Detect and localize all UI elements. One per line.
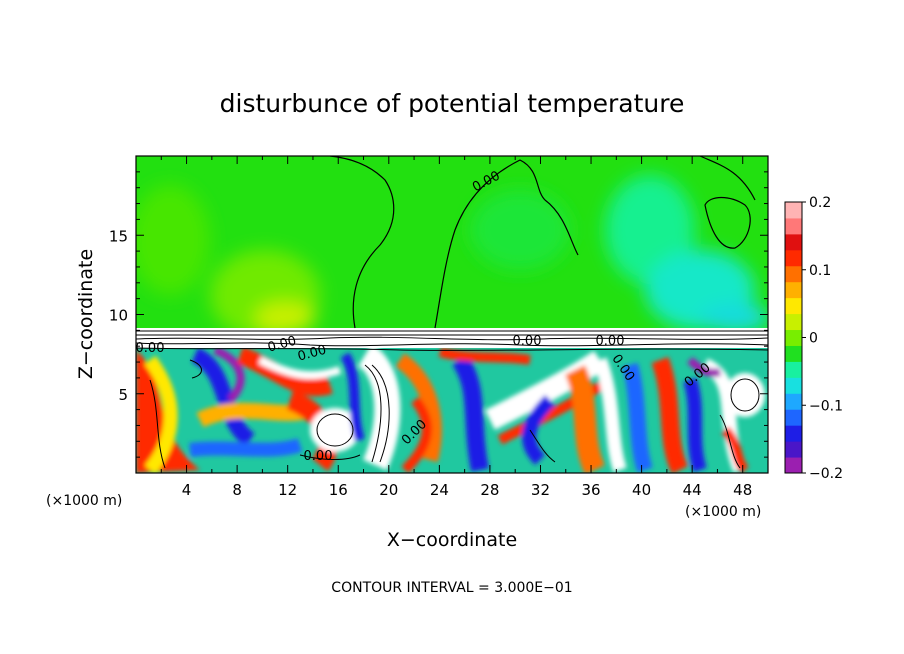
y-tick-label: 10 [109, 307, 128, 325]
y-tick-label: 15 [109, 227, 128, 245]
contour-label: 0.00 [513, 334, 542, 349]
colorbar-swatch [785, 249, 802, 267]
colorbar-swatch [785, 297, 802, 315]
x-axis-label: X−coordinate [387, 529, 517, 551]
x-unit-left: (×1000 m) [46, 493, 122, 509]
y-axis: 5 10 15 [109, 171, 768, 458]
x-tick-label: 32 [531, 481, 550, 499]
x-tick-label: 16 [329, 481, 348, 499]
colorbar-ticks: 0.2 0.1 0 −0.1 −0.2 [802, 195, 843, 482]
colorbar-swatch [785, 409, 802, 426]
colorbar-swatch [785, 202, 802, 219]
chart-title: disturbunce of potential temperature [220, 89, 685, 118]
plot-area [136, 156, 768, 473]
colorbar-swatch [785, 457, 802, 474]
contour-label: 0.00 [596, 334, 625, 349]
colorbar-swatch [785, 345, 802, 362]
x-tick-label: 8 [232, 481, 242, 499]
contour-label: 0.00 [296, 343, 328, 365]
y-axis-label: Z−coordinate [75, 249, 97, 379]
colorbar-tick-label: 0 [809, 331, 818, 347]
colorbar-swatch [785, 313, 802, 331]
y-tick-label: 5 [118, 386, 128, 404]
colorbar-swatch [785, 265, 802, 283]
x-tick-label: 20 [379, 481, 398, 499]
colorbar-swatch [785, 361, 802, 378]
x-tick-label: 28 [480, 481, 499, 499]
colorbar-swatch [785, 281, 802, 299]
contour-label: 0.00 [304, 449, 333, 464]
x-tick-label: 4 [182, 481, 192, 499]
lower-contours [149, 359, 760, 469]
colorbar-swatch [785, 233, 802, 251]
x-axis: 4 8 12 16 20 24 28 32 36 40 44 48 [160, 156, 752, 499]
colorbar-swatch [785, 425, 802, 442]
colorbar-tick-label: 0.1 [809, 263, 831, 279]
contour-label: 0.00 [136, 341, 165, 356]
colorbar-swatch [785, 441, 802, 458]
colorbar-swatch [785, 329, 802, 346]
x-tick-label: 40 [632, 481, 651, 499]
colorbar-swatch [785, 217, 802, 235]
colorbar-tick-label: −0.1 [809, 398, 843, 414]
x-tick-label: 36 [581, 481, 600, 499]
x-tick-label: 24 [430, 481, 449, 499]
contour-label: 0.00 [266, 334, 298, 356]
colorbar-tick-label: −0.2 [809, 466, 843, 482]
colorbar [784, 201, 803, 474]
lower-field-structure [136, 343, 765, 473]
colorbar-swatch [785, 377, 802, 394]
colorbar-swatch [785, 393, 802, 410]
contour-interval-note: CONTOUR INTERVAL = 3.000E−01 [331, 580, 572, 596]
x-unit-right: (×1000 m) [685, 504, 761, 520]
colorbar-tick-label: 0.2 [809, 195, 831, 211]
x-tick-label: 12 [278, 481, 297, 499]
transition-band-contours [136, 330, 768, 351]
upper-contours [329, 156, 756, 329]
transition-band [136, 328, 768, 348]
upper-field-structure [136, 175, 768, 340]
x-tick-label: 48 [733, 481, 752, 499]
x-tick-label: 44 [683, 481, 702, 499]
